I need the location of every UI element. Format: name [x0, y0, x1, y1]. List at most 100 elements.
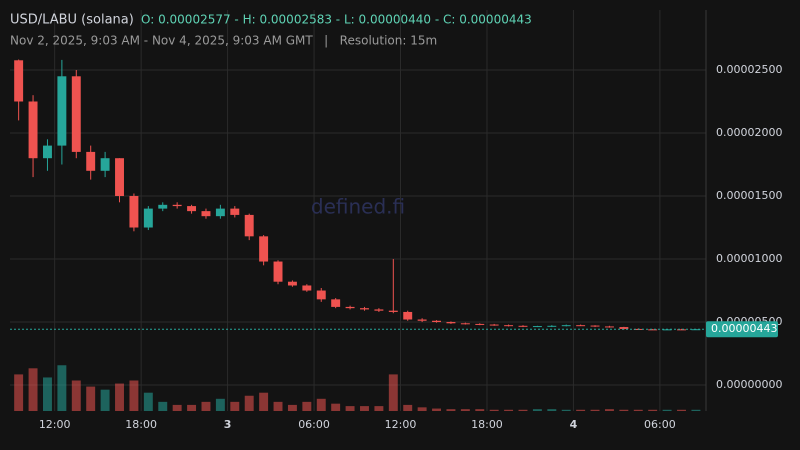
- volume-bar: [273, 401, 283, 411]
- candle-body: [244, 214, 254, 237]
- candle-body: [115, 158, 124, 197]
- volume-bar: [42, 377, 52, 411]
- candle-body: [677, 329, 686, 331]
- candle-body: [86, 151, 96, 171]
- candle-body: [345, 306, 355, 309]
- volume-bar: [547, 409, 557, 411]
- candle-body: [388, 310, 398, 312]
- volume-bar: [71, 380, 81, 411]
- candle-body: [619, 327, 629, 329]
- candle-body: [302, 285, 312, 291]
- candle-body: [187, 206, 197, 212]
- y-tick-label: 0.00001500: [716, 189, 782, 202]
- candle-body: [129, 196, 139, 228]
- candle-body: [518, 325, 528, 327]
- volume-bar: [158, 401, 168, 411]
- volume-bar: [417, 407, 427, 411]
- x-tick-label: 12:00: [39, 418, 71, 431]
- volume-bar: [561, 409, 571, 411]
- volume-bar: [648, 409, 658, 411]
- candle-body: [71, 76, 81, 152]
- candle-body: [489, 324, 499, 326]
- candle-body: [259, 236, 269, 262]
- volume-bar: [215, 398, 225, 411]
- candle-body: [576, 325, 586, 327]
- volume-bar: [86, 386, 96, 411]
- volume-bar: [460, 409, 470, 411]
- candle-body: [360, 308, 369, 310]
- candle-body: [547, 325, 557, 327]
- candle-body: [143, 208, 153, 228]
- volume-bar: [100, 389, 110, 411]
- volume-bar: [576, 409, 586, 411]
- watermark: defined.fi: [311, 195, 405, 219]
- x-tick-label: 4: [570, 418, 578, 431]
- candle-body: [316, 290, 326, 300]
- volume-bar: [403, 404, 413, 411]
- pair-title: USD/LABU (solana): [10, 13, 134, 28]
- volume-bar: [345, 406, 355, 411]
- volume-bar: [287, 404, 297, 411]
- volume-bar: [374, 406, 384, 411]
- candle-body: [475, 323, 485, 325]
- candle-body: [604, 326, 614, 328]
- grid: [10, 10, 706, 411]
- volume-bar: [115, 383, 124, 411]
- x-tick-label: 06:00: [644, 418, 676, 431]
- volume-bar: [619, 409, 629, 411]
- volume-bar: [662, 409, 672, 411]
- last-price-label: 0.00000443: [711, 322, 777, 335]
- x-tick-label: 18:00: [471, 418, 503, 431]
- volume-bar: [633, 409, 643, 411]
- volume-bar: [129, 380, 139, 411]
- candle-body: [374, 309, 384, 311]
- volume-bar: [590, 409, 600, 411]
- candle-body: [215, 208, 225, 217]
- volume-bar: [302, 401, 312, 411]
- volume-bar: [677, 409, 686, 411]
- volume-bar: [532, 409, 542, 411]
- candle-body: [432, 320, 442, 323]
- candle-body: [532, 326, 542, 328]
- candle-body: [57, 76, 67, 146]
- volume-bar: [446, 409, 456, 411]
- candle-body: [331, 299, 341, 307]
- y-tick-label: 0.00002000: [716, 126, 782, 139]
- volume-bar: [504, 409, 514, 411]
- candle-body: [201, 211, 211, 217]
- candle-body: [504, 325, 514, 327]
- candle-body: [662, 329, 672, 331]
- volume-bar: [230, 401, 240, 411]
- volume-bar: [244, 395, 254, 411]
- volume-bar: [14, 374, 24, 411]
- candle-body: [648, 329, 658, 331]
- candle-body: [446, 322, 456, 324]
- volume-bar: [518, 409, 528, 411]
- volume-bar: [316, 398, 326, 411]
- volume-bar: [432, 408, 442, 411]
- y-tick-label: 0.00001000: [716, 252, 782, 265]
- volume-bar: [604, 409, 614, 411]
- x-tick-label: 18:00: [125, 418, 157, 431]
- volume-bar: [143, 392, 153, 411]
- candle-body: [28, 101, 38, 159]
- volume-bar: [259, 392, 269, 411]
- x-tick-label: 06:00: [298, 418, 330, 431]
- volume-bar: [360, 406, 369, 411]
- x-tick-label: 3: [224, 418, 232, 431]
- candle-body: [230, 208, 240, 215]
- volume-bar: [187, 404, 197, 411]
- volume-bar: [691, 409, 701, 411]
- subtitle: Nov 2, 2025, 9:03 AM - Nov 4, 2025, 9:03…: [10, 34, 437, 48]
- ohlc-summary: O: 0.00002577 - H: 0.00002583 - L: 0.000…: [141, 13, 532, 27]
- candle-body: [158, 204, 168, 209]
- volume-bar: [475, 409, 485, 411]
- volume-bar: [28, 368, 38, 411]
- candle-body: [273, 261, 283, 282]
- y-tick-label: 0.00002500: [716, 63, 782, 76]
- candle-body: [14, 60, 24, 102]
- marks: [10, 59, 706, 411]
